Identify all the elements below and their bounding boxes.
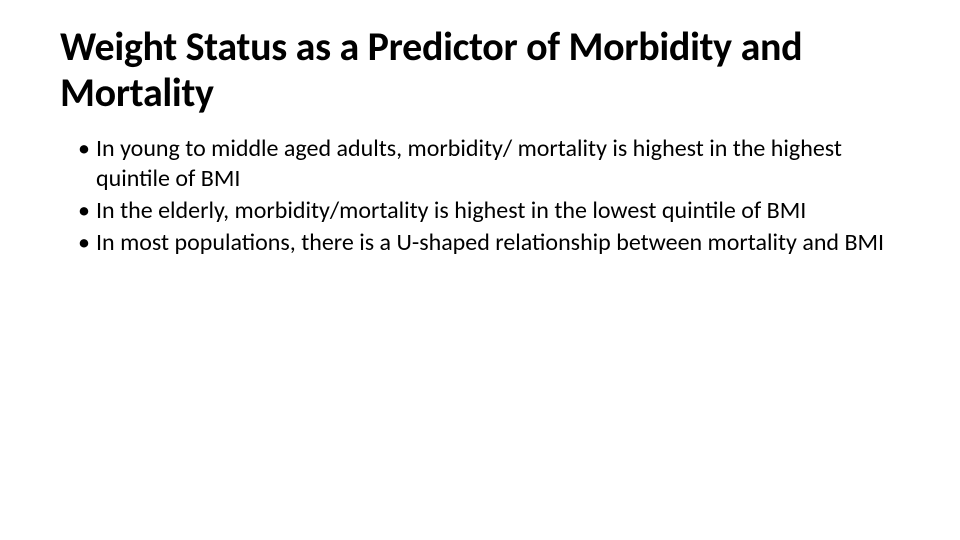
slide-container: Weight Status as a Predictor of Morbidit…: [0, 0, 960, 540]
bullet-list: In young to middle aged adults, morbidit…: [60, 134, 900, 258]
slide-title: Weight Status as a Predictor of Morbidit…: [60, 24, 900, 116]
bullet-item: In most populations, there is a U-shaped…: [78, 228, 900, 258]
bullet-item: In the elderly, morbidity/mortality is h…: [78, 196, 900, 226]
bullet-item: In young to middle aged adults, morbidit…: [78, 134, 900, 194]
